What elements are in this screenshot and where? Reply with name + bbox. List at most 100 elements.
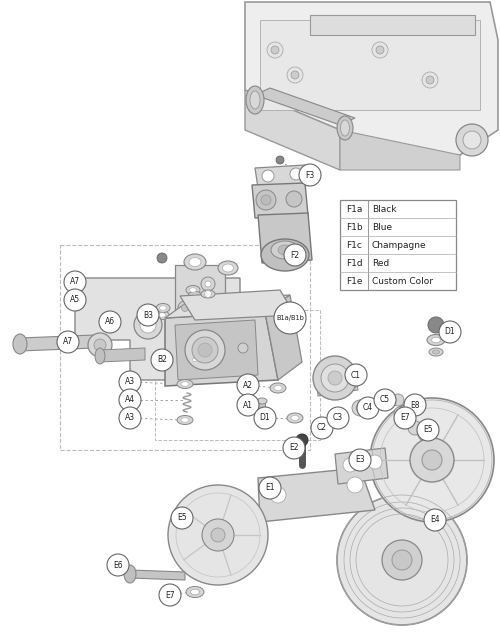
Circle shape <box>417 419 439 441</box>
Ellipse shape <box>192 294 198 298</box>
Circle shape <box>290 168 302 180</box>
Circle shape <box>238 343 248 353</box>
Polygon shape <box>310 15 475 35</box>
Circle shape <box>287 67 303 83</box>
Polygon shape <box>258 468 375 522</box>
Circle shape <box>274 302 306 334</box>
Circle shape <box>119 407 141 429</box>
Text: D1: D1 <box>444 327 456 337</box>
Circle shape <box>313 356 357 400</box>
Ellipse shape <box>189 356 201 364</box>
Polygon shape <box>265 295 302 380</box>
Ellipse shape <box>257 398 267 404</box>
Ellipse shape <box>312 425 324 432</box>
Circle shape <box>370 398 494 522</box>
Circle shape <box>337 495 467 625</box>
Text: E1: E1 <box>265 484 275 492</box>
Circle shape <box>204 291 212 298</box>
Text: C2: C2 <box>317 423 327 432</box>
Circle shape <box>57 331 79 353</box>
Circle shape <box>202 519 234 551</box>
Ellipse shape <box>278 245 292 255</box>
Circle shape <box>157 253 167 263</box>
Polygon shape <box>316 370 358 396</box>
Circle shape <box>284 244 306 266</box>
Polygon shape <box>165 312 278 386</box>
Polygon shape <box>252 183 308 218</box>
Ellipse shape <box>189 258 201 266</box>
Circle shape <box>107 554 129 576</box>
Text: B2: B2 <box>157 356 167 365</box>
Text: C5: C5 <box>380 396 390 404</box>
Circle shape <box>392 550 412 570</box>
Text: F3: F3 <box>306 170 314 180</box>
Circle shape <box>428 317 444 333</box>
Circle shape <box>211 528 225 542</box>
Ellipse shape <box>186 285 200 294</box>
Circle shape <box>171 507 193 529</box>
Circle shape <box>182 304 188 311</box>
Text: A3: A3 <box>125 377 135 387</box>
Circle shape <box>237 394 259 416</box>
Circle shape <box>419 429 431 441</box>
Polygon shape <box>255 165 308 188</box>
Bar <box>340 200 456 290</box>
Text: A6: A6 <box>105 318 115 327</box>
Circle shape <box>439 321 461 343</box>
Circle shape <box>314 425 322 432</box>
Ellipse shape <box>261 239 309 271</box>
Text: E7: E7 <box>400 413 410 422</box>
Circle shape <box>94 339 106 351</box>
Circle shape <box>374 389 396 411</box>
Circle shape <box>185 330 225 370</box>
Ellipse shape <box>192 358 198 361</box>
Polygon shape <box>175 320 258 380</box>
Circle shape <box>178 301 192 315</box>
Polygon shape <box>180 290 295 320</box>
Circle shape <box>376 46 384 54</box>
Ellipse shape <box>190 288 196 292</box>
Ellipse shape <box>270 383 286 393</box>
Ellipse shape <box>124 565 136 583</box>
Circle shape <box>259 477 281 499</box>
Circle shape <box>463 131 481 149</box>
Circle shape <box>267 42 283 58</box>
Text: E2: E2 <box>289 444 299 453</box>
Polygon shape <box>170 330 200 375</box>
Circle shape <box>299 164 321 186</box>
Circle shape <box>328 371 342 385</box>
Circle shape <box>198 343 212 357</box>
Ellipse shape <box>184 254 206 270</box>
Ellipse shape <box>218 261 238 275</box>
Circle shape <box>119 389 141 411</box>
Text: A3: A3 <box>125 413 135 422</box>
Text: A2: A2 <box>243 380 253 389</box>
Polygon shape <box>165 295 290 318</box>
Ellipse shape <box>246 86 264 114</box>
Text: C4: C4 <box>363 403 373 413</box>
Circle shape <box>347 477 363 493</box>
Circle shape <box>422 72 438 88</box>
Ellipse shape <box>432 337 440 342</box>
Text: E8: E8 <box>410 401 420 410</box>
Text: F1b: F1b <box>346 223 362 232</box>
Text: E6: E6 <box>113 560 123 570</box>
Polygon shape <box>335 448 388 484</box>
Circle shape <box>254 407 276 429</box>
Text: B3: B3 <box>143 311 153 320</box>
Ellipse shape <box>190 589 200 595</box>
Circle shape <box>140 317 156 333</box>
Circle shape <box>404 394 426 416</box>
Circle shape <box>283 437 305 459</box>
Text: Champagne: Champagne <box>372 241 426 249</box>
Text: A7: A7 <box>70 277 80 287</box>
Text: A5: A5 <box>70 296 80 304</box>
Polygon shape <box>130 570 185 580</box>
Ellipse shape <box>291 415 299 420</box>
Circle shape <box>151 349 173 371</box>
Circle shape <box>64 289 86 311</box>
Circle shape <box>329 411 343 425</box>
Circle shape <box>394 407 406 419</box>
Ellipse shape <box>177 380 193 389</box>
Circle shape <box>256 190 276 210</box>
